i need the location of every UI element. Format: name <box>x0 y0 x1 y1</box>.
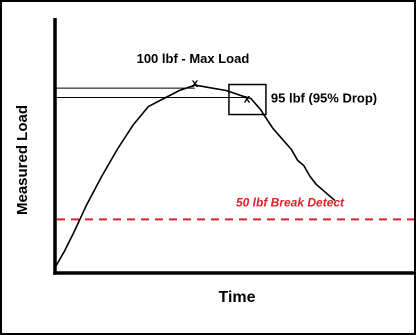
y-axis-label: Measured Load <box>14 105 31 215</box>
drop-label: 95 lbf (95% Drop) <box>271 91 377 106</box>
load-curve <box>54 84 336 269</box>
drop-highlight-box <box>228 83 267 116</box>
drop-marker: x <box>244 92 251 106</box>
break-detect-label: 50 lbf Break Detect <box>236 195 345 209</box>
max-load-marker: x <box>192 76 199 90</box>
max-load-label: 100 lbf - Max Load <box>137 51 250 66</box>
x-axis-label: Time <box>218 289 255 306</box>
